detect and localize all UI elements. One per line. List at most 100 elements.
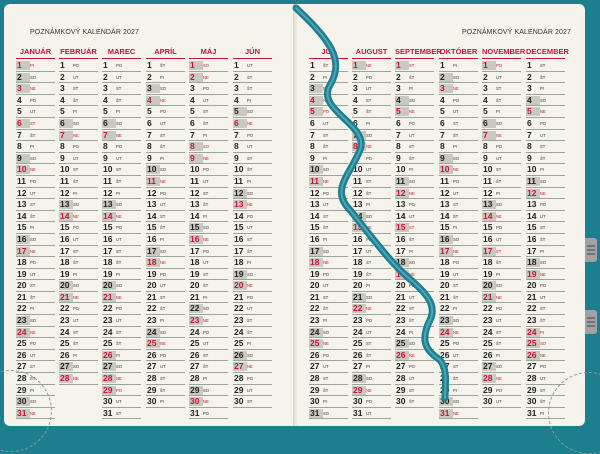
day-cell[interactable]: 14 NE: [59, 211, 98, 223]
day-cell[interactable]: 6 SO: [59, 118, 98, 130]
day-cell[interactable]: 20 ŠT: [189, 280, 228, 292]
day-cell[interactable]: 7 ŠT: [439, 130, 478, 142]
day-cell[interactable]: 31 ST: [102, 408, 141, 420]
day-cell[interactable]: 4 UT: [189, 95, 228, 107]
day-cell[interactable]: 15 ST: [526, 222, 565, 234]
day-cell[interactable]: 8 UT: [233, 141, 272, 153]
day-cell[interactable]: 29 PI: [439, 385, 478, 397]
day-cell[interactable]: 2 ŠT: [526, 72, 565, 84]
day-cell[interactable]: 4 PO: [16, 95, 55, 107]
day-cell[interactable]: 4 NE: [146, 95, 185, 107]
day-cell[interactable]: 12 ŠT: [352, 188, 391, 200]
day-cell[interactable]: 13 PO: [395, 199, 434, 211]
day-cell[interactable]: 29 PO: [482, 385, 521, 397]
day-cell[interactable]: 26 UT: [16, 350, 55, 362]
day-cell[interactable]: 21 ST: [309, 292, 348, 304]
day-cell[interactable]: 6 NE: [233, 118, 272, 130]
day-cell[interactable]: 26 NE: [395, 350, 434, 362]
day-cell[interactable]: 14 NE: [102, 211, 141, 223]
day-cell[interactable]: 17 ST: [59, 246, 98, 258]
day-cell[interactable]: 31 PI: [526, 408, 565, 420]
day-cell[interactable]: 8 SO: [189, 141, 228, 153]
day-cell[interactable]: 19 PI: [482, 269, 521, 281]
day-cell[interactable]: 6 UT: [309, 118, 348, 130]
day-cell[interactable]: 27 PO: [395, 361, 434, 374]
day-cell[interactable]: 5 NE: [395, 106, 434, 118]
day-cell[interactable]: 13 PI: [352, 199, 391, 211]
day-cell[interactable]: 2 UT: [59, 72, 98, 84]
day-cell[interactable]: 6 PO: [395, 118, 434, 130]
day-cell[interactable]: 26 PI: [59, 350, 98, 362]
day-cell[interactable]: 8 ST: [526, 141, 565, 153]
day-cell[interactable]: 22 PO: [102, 303, 141, 316]
day-cell[interactable]: 9 ŠT: [395, 153, 434, 165]
day-cell[interactable]: 9 UT: [59, 153, 98, 165]
day-cell[interactable]: 1 UT: [233, 60, 272, 72]
day-cell[interactable]: 9 PO: [352, 153, 391, 165]
day-cell[interactable]: 5 PI: [482, 106, 521, 118]
day-cell[interactable]: 24 SO: [309, 327, 348, 339]
day-cell[interactable]: 9 SO: [16, 153, 55, 165]
day-cell[interactable]: 2 UT: [482, 72, 521, 84]
day-cell[interactable]: 19 ŠT: [352, 269, 391, 281]
day-cell[interactable]: 13 SO: [102, 199, 141, 211]
day-cell[interactable]: 12 PI: [482, 188, 521, 200]
day-cell[interactable]: 4 NE: [309, 95, 348, 107]
day-cell[interactable]: 12 PI: [102, 188, 141, 200]
day-cell[interactable]: 25 SO: [526, 338, 565, 350]
day-cell[interactable]: 22 ST: [526, 303, 565, 316]
day-cell[interactable]: 22 SO: [189, 303, 228, 316]
day-cell[interactable]: 10 PI: [395, 164, 434, 176]
day-cell[interactable]: 7 ST: [146, 130, 185, 142]
day-cell[interactable]: 21 NE: [482, 292, 521, 304]
day-cell[interactable]: 8 PO: [59, 141, 98, 153]
day-cell[interactable]: 3 PO: [189, 83, 228, 95]
day-cell[interactable]: 20 PO: [526, 280, 565, 292]
day-cell[interactable]: 4 PI: [233, 95, 272, 107]
day-cell[interactable]: 25 PO: [16, 338, 55, 350]
day-cell[interactable]: 17 SO: [146, 246, 185, 258]
day-cell[interactable]: 23 PO: [352, 315, 391, 327]
day-cell[interactable]: 29 PO: [102, 385, 141, 397]
day-cell[interactable]: 15 PI: [16, 222, 55, 234]
day-cell[interactable]: 21 PO: [233, 292, 272, 304]
day-cell[interactable]: 10 SO: [146, 164, 185, 176]
day-cell[interactable]: 6 SO: [102, 118, 141, 130]
day-cell[interactable]: 15 ŠT: [309, 222, 348, 234]
day-cell[interactable]: 30 ST: [233, 396, 272, 408]
day-cell[interactable]: 12 ST: [189, 188, 228, 200]
day-cell[interactable]: 20 UT: [146, 280, 185, 292]
day-cell[interactable]: 24 ST: [102, 327, 141, 339]
day-cell[interactable]: 20 UT: [309, 280, 348, 292]
day-cell[interactable]: 21 UT: [395, 292, 434, 304]
day-cell[interactable]: 11 UT: [189, 176, 228, 188]
day-cell[interactable]: 1 PI: [439, 60, 478, 72]
day-cell[interactable]: 6 SO: [482, 118, 521, 130]
day-cell[interactable]: 27 PO: [526, 361, 565, 374]
day-cell[interactable]: 20 PI: [352, 280, 391, 292]
day-cell[interactable]: 24 UT: [352, 327, 391, 339]
day-cell[interactable]: 18 ŠT: [59, 257, 98, 269]
day-cell[interactable]: 29 ST: [395, 385, 434, 397]
day-cell[interactable]: 2 UT: [102, 72, 141, 84]
day-cell[interactable]: 10 PO: [189, 164, 228, 176]
day-cell[interactable]: 7 NE: [102, 130, 141, 142]
day-cell[interactable]: 12 NE: [395, 188, 434, 200]
day-cell[interactable]: 6 PI: [352, 118, 391, 130]
day-cell[interactable]: 11 PO: [439, 176, 478, 188]
day-cell[interactable]: 26 PO: [146, 350, 185, 362]
day-cell[interactable]: 19 PO: [146, 269, 185, 281]
day-cell[interactable]: 10 SO: [309, 164, 348, 176]
day-cell[interactable]: 20 PO: [395, 280, 434, 292]
day-cell[interactable]: 5 PI: [102, 106, 141, 118]
day-cell[interactable]: 14 UT: [395, 211, 434, 223]
day-cell[interactable]: 16 PI: [146, 234, 185, 246]
day-cell[interactable]: 20 NE: [233, 280, 272, 292]
day-cell[interactable]: 26 UT: [439, 350, 478, 362]
day-cell[interactable]: 14 ST: [309, 211, 348, 223]
day-cell[interactable]: 25 ŠT: [482, 338, 521, 350]
day-cell[interactable]: 1 PO: [482, 60, 521, 72]
day-cell[interactable]: 13 UT: [146, 199, 185, 211]
day-cell[interactable]: 14 NE: [482, 211, 521, 223]
day-cell[interactable]: 30 UT: [102, 396, 141, 408]
